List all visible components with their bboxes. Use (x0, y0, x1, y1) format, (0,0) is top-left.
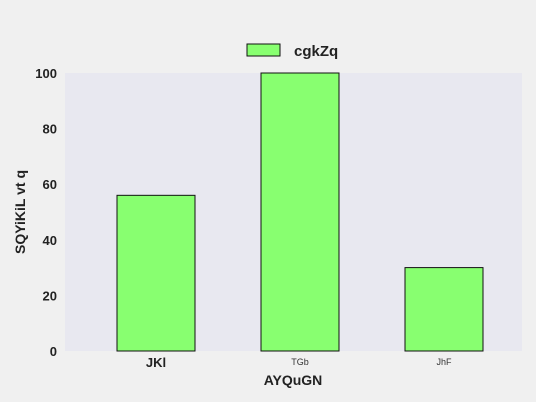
x-tick-label: JKl (146, 355, 166, 370)
x-axis-label: AYQuGN (264, 372, 323, 388)
bar-JKl (116, 194, 196, 352)
y-tick-label: 100 (35, 66, 57, 81)
legend: cgkZq (246, 43, 338, 60)
y-tick-label: 60 (43, 177, 57, 192)
y-axis: 0 20 40 60 80 100 (35, 66, 57, 359)
y-tick-label: 0 (50, 344, 57, 359)
bar-TGb (260, 72, 340, 352)
y-tick-label: 80 (43, 122, 57, 137)
bars-group (116, 72, 484, 352)
y-tick-label: 20 (43, 288, 57, 303)
x-tick-label: TGb (291, 357, 309, 367)
x-tick-label: JhF (436, 357, 452, 367)
y-tick-label: 40 (43, 233, 57, 248)
legend-label: cgkZq (294, 43, 338, 60)
y-axis-label: SQYiKiL vt q (12, 170, 28, 254)
legend-swatch (246, 43, 281, 57)
x-axis: JKl TGb JhF (146, 355, 452, 370)
bar-JhF (404, 267, 484, 352)
